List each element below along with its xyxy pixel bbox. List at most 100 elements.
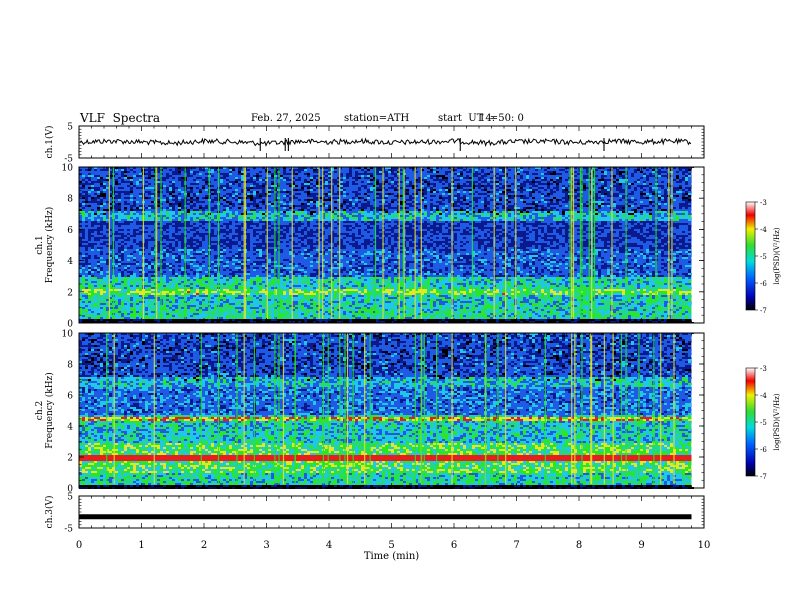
spectrogram-cell: [235, 317, 238, 319]
spectrogram-cell: [139, 275, 142, 277]
spectrogram-cell: [127, 175, 130, 177]
spectrogram-cell: [193, 311, 196, 313]
spectrogram-cell: [202, 225, 205, 227]
spectrogram-cell: [232, 265, 235, 267]
spectrogram-cell: [223, 231, 226, 233]
spectrogram-cell: [205, 211, 208, 213]
spectrogram-cell: [94, 187, 97, 189]
spectrogram-cell: [82, 307, 85, 309]
spectrogram-cell: [145, 225, 148, 227]
spectrogram-cell: [193, 245, 196, 247]
spectrogram-cell: [91, 239, 94, 241]
spectrogram-cell: [262, 241, 265, 243]
spectrogram-cell: [124, 227, 127, 229]
spectrogram-cell: [211, 201, 214, 203]
spectrogram-cell: [178, 251, 181, 253]
spectrogram-cell: [85, 315, 88, 317]
spectrogram-cell: [91, 259, 94, 261]
spectrogram-cell: [97, 293, 100, 295]
spectrogram-cell: [148, 263, 151, 265]
spectrogram-cell: [196, 205, 199, 207]
spectrogram-cell: [157, 297, 160, 299]
spectrogram-cell: [229, 197, 232, 199]
spectrogram-cell: [226, 297, 229, 299]
spectrogram-cell: [88, 229, 91, 231]
spectrogram-cell: [151, 255, 154, 257]
spectrogram-cell: [166, 223, 169, 225]
spectrogram-cell: [145, 169, 148, 171]
spectrogram-cell: [130, 197, 133, 199]
spectrogram-cell: [88, 209, 91, 211]
spectrogram-cell: [88, 245, 91, 247]
spectrogram-cell: [205, 297, 208, 299]
spectrogram-cell: [211, 199, 214, 201]
spectrogram-cell: [232, 303, 235, 305]
spectrogram-cell: [163, 235, 166, 237]
spectrogram-cell: [130, 235, 133, 237]
spectrogram-cell: [199, 203, 202, 205]
spectrogram-cell: [196, 185, 199, 187]
spectrogram-cell: [235, 239, 238, 241]
spectrogram-cell: [157, 257, 160, 259]
spectrogram-cell: [121, 267, 124, 269]
spectrogram-cell: [88, 279, 91, 281]
spectrogram-cell: [106, 219, 109, 221]
spectrogram-cell: [121, 295, 124, 297]
spectrogram-cell: [190, 235, 193, 237]
spectrogram-cell: [88, 213, 91, 215]
spectrogram-cell: [187, 189, 190, 191]
spectrogram-cell: [133, 181, 136, 183]
spectrogram-cell: [127, 169, 130, 171]
spectrogram-cell: [100, 301, 103, 303]
spectrogram-cell: [241, 261, 244, 263]
spectrogram-cell: [133, 289, 136, 291]
spectrogram-cell: [247, 279, 250, 281]
spectrogram-cell: [118, 195, 121, 197]
spectrogram-cell: [220, 241, 223, 243]
spectrogram-cell: [250, 319, 253, 321]
spectrogram-cell: [205, 263, 208, 265]
spectrogram-cell: [85, 215, 88, 217]
spectrogram-cell: [262, 319, 265, 321]
spectrogram-cell: [127, 219, 130, 221]
spectrogram-cell: [175, 191, 178, 193]
spectrogram-cell: [127, 201, 130, 203]
spectrogram-cell: [235, 215, 238, 217]
spectrogram-cell: [250, 317, 253, 319]
spectrogram-cell: [130, 181, 133, 183]
spectrogram-cell: [229, 193, 232, 195]
spectrogram-cell: [106, 169, 109, 171]
spectrogram-cell: [148, 241, 151, 243]
spectrogram-cell: [82, 235, 85, 237]
spectrogram-cell: [178, 175, 181, 177]
spectrogram-cell: [235, 245, 238, 247]
spectrogram-cell: [193, 203, 196, 205]
spectrogram-cell: [118, 285, 121, 287]
spectrogram-cell: [178, 205, 181, 207]
spectrogram-cell: [118, 199, 121, 201]
spectrogram-cell: [199, 173, 202, 175]
spectrogram-cell: [232, 249, 235, 251]
spectrogram-cell: [250, 291, 253, 293]
spectrogram-cell: [121, 241, 124, 243]
spectrogram-cell: [139, 221, 142, 223]
spectrogram-cell: [175, 251, 178, 253]
spectrogram-cell: [193, 315, 196, 317]
spectrogram-cell: [214, 269, 217, 271]
spectrogram-cell: [163, 175, 166, 177]
spectrogram-cell: [232, 293, 235, 295]
spectrogram-cell: [166, 251, 169, 253]
spectrogram-cell: [127, 183, 130, 185]
spectrogram-cell: [166, 185, 169, 187]
spectrogram-cell: [139, 179, 142, 181]
spectrogram-cell: [88, 247, 91, 249]
spectrogram-cell: [97, 189, 100, 191]
spectrogram-cell: [226, 267, 229, 269]
spectrogram-cell: [238, 303, 241, 305]
spectrogram-cell: [253, 213, 256, 215]
spectrogram-cell: [136, 201, 139, 203]
spectrogram-cell: [118, 299, 121, 301]
spectrogram-cell: [136, 177, 139, 179]
spectrogram-cell: [127, 231, 130, 233]
spectrogram-cell: [172, 303, 175, 305]
